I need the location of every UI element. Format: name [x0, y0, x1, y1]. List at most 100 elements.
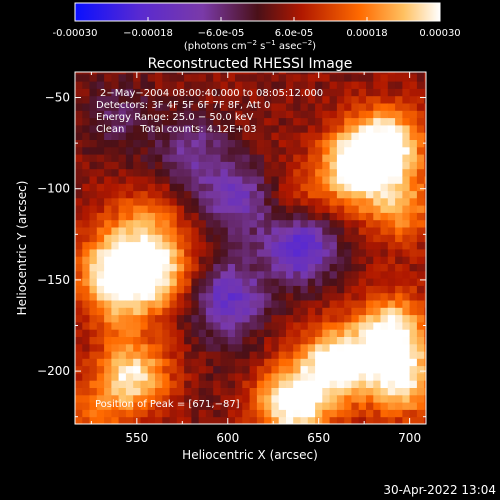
- heatmap-cell: [111, 285, 120, 294]
- heatmap-cell: [402, 132, 411, 140]
- heatmap-cell: [351, 154, 360, 162]
- heatmap-cell: [395, 219, 403, 228]
- heatmap-cell: [147, 176, 156, 184]
- heatmap-cell: [358, 409, 367, 418]
- heatmap-cell: [213, 314, 221, 323]
- heatmap-cell: [278, 329, 287, 337]
- heatmap-cell: [82, 387, 91, 396]
- heatmap-cell: [395, 256, 403, 264]
- heatmap-cell: [104, 146, 112, 155]
- heatmap-cell: [82, 117, 91, 126]
- heatmap-cell: [191, 110, 200, 119]
- heatmap-cell: [286, 146, 294, 155]
- heatmap-cell: [329, 314, 338, 323]
- heatmap-cell: [322, 372, 331, 381]
- heatmap-cell: [155, 300, 163, 308]
- heatmap-cell: [256, 336, 265, 345]
- heatmap-cell: [395, 263, 403, 272]
- heatmap-cell: [176, 190, 185, 199]
- heatmap-cell: [402, 278, 411, 286]
- heatmap-cell: [351, 285, 360, 294]
- heatmap-cell: [75, 227, 83, 235]
- heatmap-cell: [198, 365, 207, 374]
- heatmap-cell: [191, 343, 200, 352]
- heatmap-cell: [213, 248, 221, 257]
- heatmap-cell: [366, 321, 374, 330]
- heatmap-cell: [220, 372, 229, 381]
- heatmap-cell: [176, 72, 185, 75]
- heatmap-cell: [351, 110, 360, 119]
- heatmap-cell: [118, 219, 127, 228]
- heatmap-cell: [75, 278, 83, 286]
- heatmap-cell: [380, 146, 389, 155]
- heatmap-cell: [424, 227, 426, 235]
- heatmap-cell: [293, 110, 301, 119]
- heatmap-cell: [213, 190, 221, 199]
- heatmap-cell: [235, 358, 243, 367]
- heatmap-cell: [373, 205, 382, 213]
- heatmap-cell: [82, 161, 91, 170]
- heatmap-cell: [366, 307, 374, 316]
- heatmap-cell: [227, 103, 236, 111]
- heatmap-cell: [307, 409, 316, 418]
- heatmap-cell: [424, 394, 426, 403]
- heatmap-cell: [278, 314, 287, 323]
- heatmap-cell: [125, 380, 134, 388]
- heatmap-cell: [278, 300, 287, 308]
- heatmap-cell: [336, 227, 345, 235]
- heatmap-cell: [271, 394, 280, 403]
- heatmap-cell: [198, 73, 207, 82]
- heatmap-cell: [184, 72, 192, 75]
- heatmap-cell: [155, 168, 163, 177]
- heatmap-cell: [329, 110, 338, 119]
- heatmap-cell: [366, 132, 374, 140]
- colorbar-ticks: -0.00030 −0.00018 −6.0e-05 6.0e-05 0.00018 0.…: [53, 17, 461, 39]
- heatmap-cell: [82, 365, 91, 374]
- heatmap-cell: [242, 394, 251, 403]
- heatmap-cell: [278, 307, 287, 316]
- heatmap-cell: [409, 161, 418, 170]
- heatmap-cell: [155, 205, 163, 213]
- heatmap-cell: [198, 329, 207, 337]
- heatmap-cell: [89, 409, 98, 418]
- heatmap-cell: [155, 292, 163, 301]
- heatmap-cell: [242, 161, 251, 170]
- heatmap-cell: [96, 241, 105, 250]
- heatmap-cell: [336, 314, 345, 323]
- heatmap-cell: [242, 168, 251, 177]
- heatmap-cell: [424, 387, 426, 396]
- heatmap-cell: [336, 110, 345, 119]
- heatmap-cell: [191, 380, 200, 388]
- heatmap-cell: [191, 285, 200, 294]
- heatmap-cell: [416, 132, 425, 140]
- heatmap-cell: [220, 95, 229, 104]
- heatmap-cell: [424, 343, 426, 352]
- heatmap-cell: [96, 292, 105, 301]
- heatmap-cell: [387, 263, 396, 272]
- heatmap-cell: [380, 380, 389, 388]
- heatmap-cell: [140, 190, 149, 199]
- heatmap-cell: [235, 176, 243, 184]
- heatmap-cell: [329, 329, 338, 337]
- heatmap-cell: [351, 416, 360, 424]
- heatmap-cell: [424, 329, 426, 337]
- heatmap-cell: [191, 256, 200, 264]
- heatmap-cell: [300, 72, 309, 75]
- heatmap-cell: [278, 256, 287, 264]
- heatmap-cell: [315, 263, 323, 272]
- heatmap-cell: [75, 380, 83, 388]
- heatmap-cell: [402, 146, 411, 155]
- heatmap-cell: [140, 205, 149, 213]
- heatmap-cell: [176, 146, 185, 155]
- heatmap-cell: [147, 73, 156, 82]
- y-tick-label: −150: [37, 273, 70, 287]
- heatmap-cell: [242, 409, 251, 418]
- heatmap-cell: [271, 300, 280, 308]
- heatmap-cell: [416, 278, 425, 286]
- heatmap-cell: [315, 285, 323, 294]
- heatmap-cell: [111, 124, 120, 133]
- heatmap-cell: [380, 190, 389, 199]
- heatmap-cell: [162, 263, 171, 272]
- heatmap-cell: [387, 372, 396, 381]
- heatmap-cell: [344, 248, 352, 257]
